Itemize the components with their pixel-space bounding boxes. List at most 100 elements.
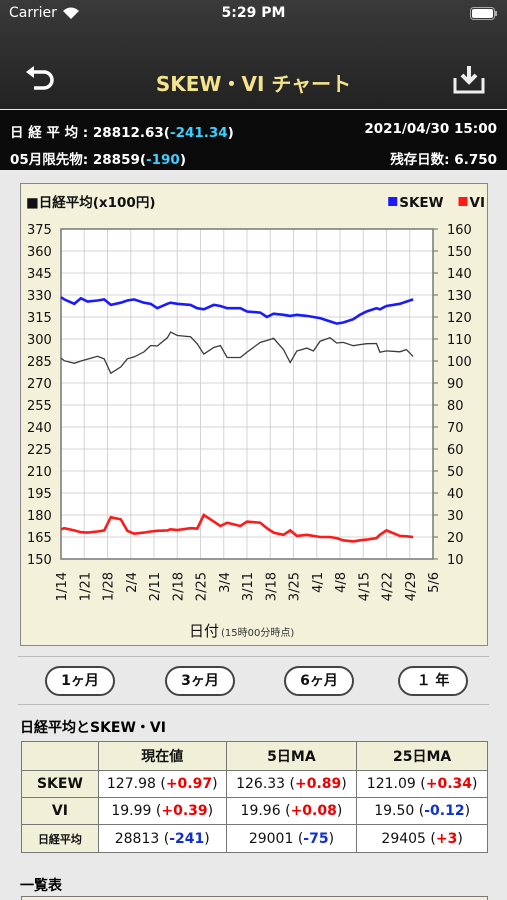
cell-value: 28813 [114, 830, 160, 847]
y-tick-label: 330 [27, 289, 52, 304]
y2-tick-label: 80 [447, 399, 464, 414]
cell-change: +0.39 [156, 803, 213, 819]
cell-change: +3 [430, 831, 462, 847]
x-tick-label: 1/14 [55, 572, 70, 601]
x-tick-label: 4/22 [381, 572, 396, 601]
row-label: VI [21, 797, 99, 825]
data-cell: 127.98 +0.97 [97, 770, 227, 798]
corner-cell [21, 741, 99, 771]
nikkei-row: 日 経 平 均 : 28812.63-241.34 [10, 121, 234, 141]
clock: 5:29 PM [221, 5, 286, 21]
y2-tick-label: 30 [447, 509, 464, 524]
y-tick-label: 210 [27, 465, 52, 480]
cell-change: -241 [164, 831, 210, 847]
data-cell: 126.33 +0.89 [225, 770, 358, 798]
cell-change: +0.89 [290, 776, 347, 792]
separator [18, 704, 489, 705]
data-cell: 19.99 +0.39 [97, 797, 227, 825]
y2-tick-label: 100 [447, 355, 472, 370]
series-line [60, 296, 414, 325]
cell-value: 126.33 [236, 776, 286, 792]
x-tick-label: 2/4 [125, 572, 140, 593]
value: 28859 [92, 152, 140, 168]
y-tick-label: 285 [27, 355, 52, 370]
cell-value: 29001 [248, 830, 294, 847]
y-tick-label: 300 [27, 333, 52, 348]
y2-tick-label: 130 [447, 289, 472, 304]
x-tick-label: 4/29 [404, 572, 419, 601]
y-tick-label: 255 [27, 399, 52, 414]
legend-label: VI [470, 195, 485, 211]
cell-value: 29405 [381, 830, 426, 847]
futures-row: 05月限先物: 28859-190 [10, 148, 186, 168]
data-cell: 29405 +3 [356, 824, 488, 853]
y-tick-label: 315 [27, 311, 52, 326]
y2-tick-label: 20 [447, 531, 464, 546]
separator [18, 656, 489, 657]
y2-tick-label: 140 [447, 267, 472, 282]
data-cell: 121.09 +0.34 [356, 770, 488, 798]
table-title: 日経平均とSKEW・VI [20, 720, 166, 736]
back-button[interactable] [24, 66, 56, 92]
x-tick-label: 3/4 [218, 572, 233, 593]
y-tick-label: 240 [27, 421, 52, 436]
plot-border [60, 228, 434, 560]
list-title: 一覧表 [20, 878, 62, 894]
period-button[interactable]: 3ヶ月 [165, 666, 235, 696]
cell-change: -75 [298, 831, 334, 847]
y-tick-label: 375 [27, 223, 52, 238]
label: 05月限先物: [10, 152, 89, 168]
y2-tick-label: 50 [447, 465, 464, 480]
x-tick-label: 5/6 [427, 572, 442, 593]
x-tick-label: 4/15 [357, 572, 372, 601]
chart-title: ■日経平均(x100円) [26, 194, 155, 211]
y-tick-label: 165 [27, 531, 52, 546]
data-cell: 28813 -241 [97, 824, 227, 853]
row-label: SKEW [21, 770, 99, 798]
x-tick-label: 2/18 [171, 572, 186, 601]
market-info: 日 経 平 均 : 28812.63-241.34 2021/04/30 15:… [0, 110, 507, 170]
y-tick-label: 270 [27, 377, 52, 392]
y2-tick-label: 90 [447, 377, 464, 392]
x-axis-title: 日付 [189, 622, 219, 640]
header-row: 現在値 5日MA 25日MA [21, 741, 488, 771]
data-cell: 19.96 +0.08 [225, 797, 358, 825]
y2-tick-label: 110 [447, 333, 472, 348]
x-tick-label: 4/8 [334, 572, 349, 593]
cell-change: +0.08 [285, 803, 342, 819]
value: 6.750 [454, 152, 497, 168]
y2-tick-label: 60 [447, 443, 464, 458]
row-label: 日経平均 [21, 824, 99, 853]
y-tick-label: 180 [27, 509, 52, 524]
nav-title: SKEW・VI チャート [155, 72, 352, 96]
battery-icon [470, 7, 497, 20]
x-tick-label: 3/25 [288, 572, 303, 601]
wifi-icon [63, 7, 79, 19]
y-tick-label: 360 [27, 245, 52, 260]
carrier: Carrier [9, 5, 57, 21]
period-button[interactable]: 6ヶ月 [284, 666, 354, 696]
x-tick-label: 3/18 [264, 572, 279, 601]
label: 残存日数: [390, 152, 450, 168]
header: Carrier 5:29 PM SKEW・VI チャート [0, 0, 507, 109]
column-header: 25日MA [356, 741, 488, 771]
y2-tick-label: 160 [447, 223, 472, 238]
cell-change: -0.12 [419, 803, 470, 819]
cell-change: +0.34 [420, 776, 477, 792]
legend-swatch [388, 197, 398, 206]
y-tick-label: 225 [27, 443, 52, 458]
column-header: 現在値 [97, 741, 227, 771]
column-header: 5日MA [225, 741, 358, 771]
period-button[interactable]: 1ヶ月 [45, 666, 115, 696]
cell-value: 121.09 [366, 776, 416, 792]
download-button[interactable] [453, 64, 485, 94]
period-button[interactable]: １ 年 [398, 666, 468, 696]
change: -241.34 [164, 125, 234, 141]
x-tick-label: 4/1 [311, 572, 326, 593]
y2-tick-label: 150 [447, 245, 472, 260]
